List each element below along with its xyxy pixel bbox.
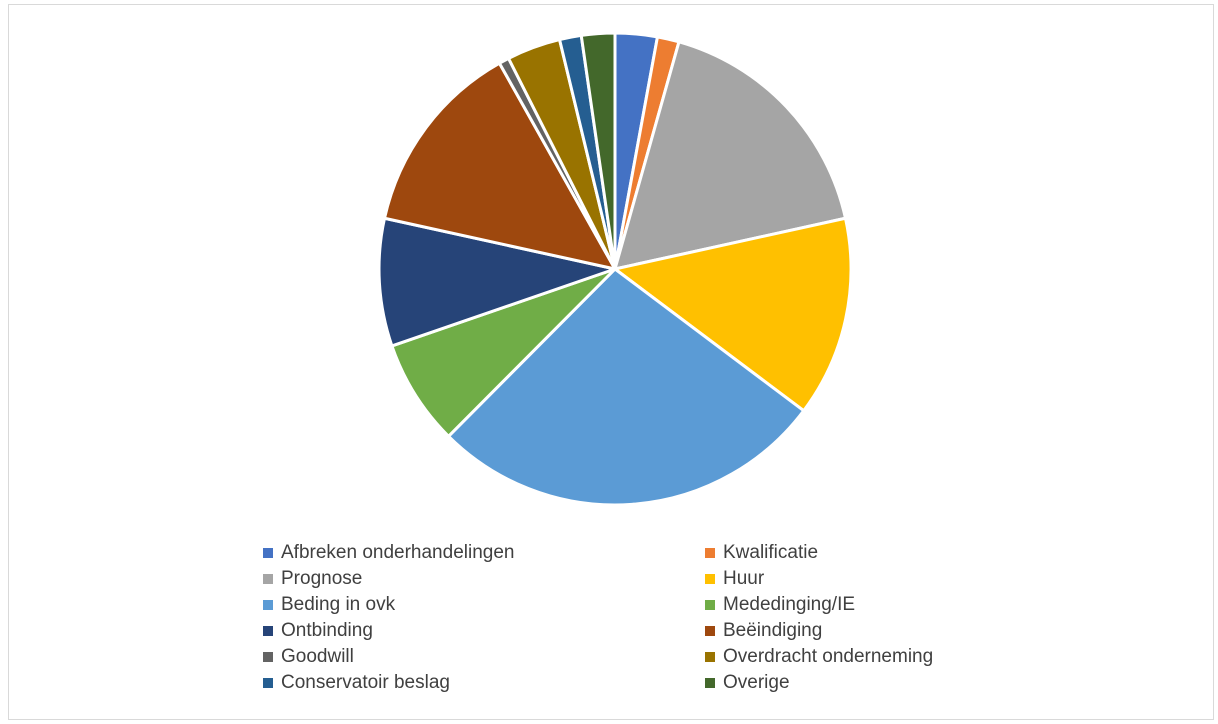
- legend-swatch: [705, 677, 715, 688]
- legend-item: Huur: [705, 567, 1023, 590]
- legend-item: Kwalificatie: [705, 541, 1023, 564]
- legend-swatch: [705, 599, 715, 610]
- pie-chart: [377, 31, 853, 507]
- pie-slice-7: [377, 216, 617, 348]
- legend-item: Goodwill: [263, 645, 705, 668]
- legend-swatch: [705, 625, 715, 636]
- legend-item: Mededinging/IE: [705, 593, 1023, 616]
- chart-frame: Afbreken onderhandelingen Kwalificatie Pro…: [8, 4, 1214, 720]
- pie-slice-3: [613, 40, 847, 271]
- pie-slice-8: [383, 61, 617, 271]
- pie-slice-12: [579, 31, 617, 271]
- legend-label: Prognose: [281, 567, 363, 589]
- legend-item: Prognose: [263, 567, 705, 590]
- legend-label: Conservatoir beslag: [281, 671, 450, 693]
- legend-label: Mededinging/IE: [723, 593, 856, 615]
- legend-swatch: [263, 625, 273, 636]
- legend-swatch: [263, 547, 273, 558]
- legend-label: Ontbinding: [281, 619, 373, 641]
- legend-swatch: [705, 651, 715, 662]
- legend-label: Kwalificatie: [723, 541, 819, 563]
- legend-swatch: [263, 599, 273, 610]
- pie-slice-6: [390, 267, 617, 438]
- legend-swatch: [705, 573, 715, 584]
- legend-label: Huur: [723, 567, 765, 589]
- legend-item: Ontbinding: [263, 619, 705, 642]
- legend-swatch: [263, 573, 273, 584]
- legend-swatch: [263, 677, 273, 688]
- legend-swatch: [263, 651, 273, 662]
- legend-label: Overige: [723, 671, 790, 693]
- legend-label: Overdracht onderneming: [723, 645, 934, 667]
- legend-item: Beding in ovk: [263, 593, 705, 616]
- legend-swatch: [705, 547, 715, 558]
- legend-label: Goodwill: [281, 645, 354, 667]
- pie-slice-4: [613, 216, 853, 413]
- legend-label: Beëindiging: [723, 619, 823, 641]
- legend-item: Overdracht onderneming: [705, 645, 1023, 668]
- chart-legend: Afbreken onderhandelingen Kwalificatie Pro…: [263, 541, 1023, 694]
- legend-item: Afbreken onderhandelingen: [263, 541, 705, 564]
- legend-label: Afbreken onderhandelingen: [281, 541, 515, 563]
- legend-label: Beding in ovk: [281, 593, 396, 615]
- pie-slice-5: [447, 267, 806, 507]
- legend-item: Overige: [705, 671, 1023, 694]
- legend-item: Conservatoir beslag: [263, 671, 705, 694]
- legend-item: Beëindiging: [705, 619, 1023, 642]
